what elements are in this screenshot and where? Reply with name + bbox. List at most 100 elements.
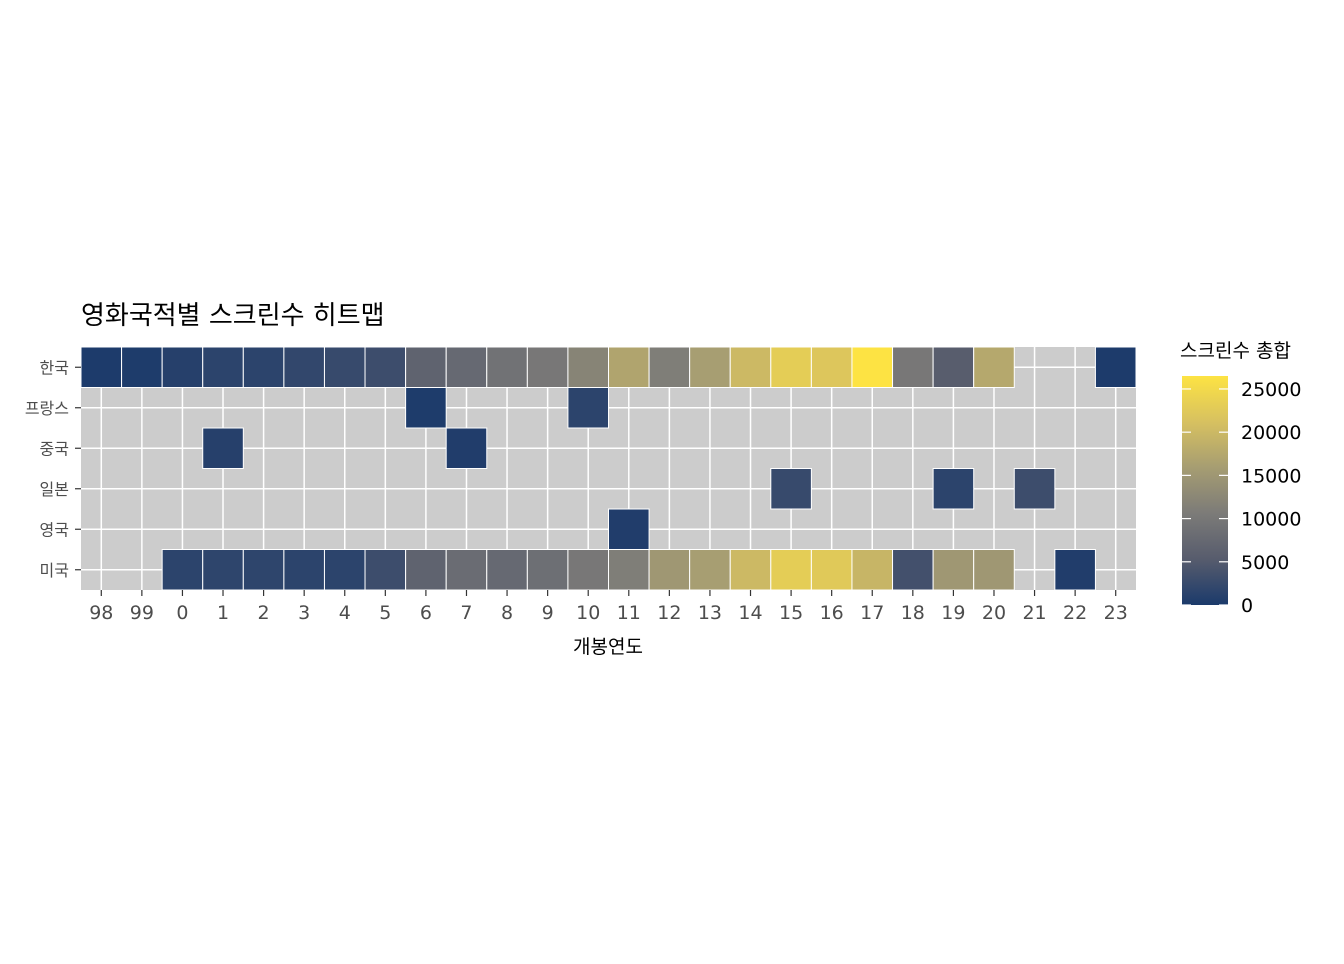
heatmap-cell [526, 346, 569, 388]
x-tick-label: 5 [379, 602, 391, 624]
heatmap-cell [242, 346, 285, 388]
heatmap-cell [526, 549, 569, 591]
heatmap-cell [932, 549, 975, 591]
y-tick-label: 미국 [40, 561, 69, 580]
x-axis-label: 개봉연도 [573, 636, 643, 658]
heatmap-cell [729, 549, 772, 591]
y-tick-label: 중국 [40, 439, 69, 458]
x-tick-label: 1 [217, 602, 229, 624]
heatmap-cell [810, 346, 853, 388]
heatmap-cell [323, 346, 366, 388]
heatmap-cell [892, 549, 934, 591]
y-tick-label: 한국 [40, 358, 69, 377]
heatmap-cell [851, 549, 894, 591]
x-tick-label: 15 [779, 602, 803, 624]
plot-panel [80, 346, 1137, 591]
heatmap-cell [932, 346, 975, 388]
x-axis: 98 99 0 1 2 3 4 5 6 7 8 9 10 11 12 13 14 15 16 17 18 19 20 21 22… [89, 590, 1128, 624]
x-tick-label: 7 [460, 602, 472, 624]
heatmap-cell [364, 549, 407, 591]
heatmap-cell [364, 346, 407, 388]
heatmap-cell [608, 549, 650, 591]
x-tick-label: 9 [542, 602, 554, 624]
heatmap-cell [445, 427, 488, 469]
heatmap-cell [323, 549, 366, 591]
heatmap-cell [202, 549, 244, 591]
x-tick-label: 4 [339, 602, 351, 624]
x-tick-label: 22 [1063, 602, 1087, 624]
x-tick-label: 98 [89, 602, 113, 624]
heatmap-cell [973, 346, 1015, 388]
heatmap-cell [932, 468, 975, 510]
x-tick-label: 0 [176, 602, 188, 624]
x-tick-label: 17 [860, 602, 884, 624]
legend-tick-label: 20000 [1241, 422, 1301, 444]
x-tick-label: 8 [501, 602, 513, 624]
heatmap-cell [770, 346, 812, 388]
heatmap-cell [161, 346, 204, 388]
heatmap-cell [242, 549, 285, 591]
x-tick-label: 12 [657, 602, 681, 624]
legend-tick-label: 5000 [1241, 552, 1289, 574]
x-tick-label: 3 [298, 602, 310, 624]
legend-tick-label: 10000 [1241, 509, 1301, 531]
heatmap-cell [892, 346, 934, 388]
heatmap-cell [405, 346, 447, 388]
y-tick-label: 영국 [40, 520, 69, 539]
heatmap-cell [445, 549, 488, 591]
heatmap-cell [608, 346, 650, 388]
heatmap-cell [405, 387, 447, 429]
heatmap-cell [729, 346, 772, 388]
heatmap-cell [445, 346, 488, 388]
x-tick-label: 14 [738, 602, 762, 624]
heatmap-cell [567, 549, 610, 591]
heatmap-cell [283, 549, 325, 591]
heatmap-cell [608, 508, 650, 550]
legend-tick-label: 0 [1241, 595, 1253, 617]
heatmap-cell [202, 346, 244, 388]
legend-title: 스크린수 총합 [1180, 340, 1291, 362]
x-tick-label: 6 [420, 602, 432, 624]
x-tick-label: 18 [901, 602, 925, 624]
heatmap-cell [1094, 346, 1137, 388]
x-tick-label: 16 [820, 602, 844, 624]
legend: 스크린수 총합 0 5000 10000 15000 20000 25000 [1180, 340, 1301, 617]
heatmap-cell [121, 346, 163, 388]
heatmap-cell [648, 346, 691, 388]
heatmap-cell [851, 346, 894, 388]
legend-ticks: 0 5000 10000 15000 20000 25000 [1182, 379, 1301, 617]
chart-title: 영화국적별 스크린수 히트맵 [81, 301, 385, 331]
x-tick-label: 99 [130, 602, 154, 624]
heatmap-cell [1013, 468, 1056, 510]
colorbar [1182, 376, 1228, 605]
heatmap-cell [689, 549, 731, 591]
x-tick-label: 11 [617, 602, 641, 624]
heatmap-cell [567, 387, 610, 429]
x-tick-label: 21 [1022, 602, 1046, 624]
x-tick-label: 20 [982, 602, 1006, 624]
legend-tick-label: 25000 [1241, 379, 1301, 401]
heatmap-cell [486, 346, 528, 388]
heatmap-cell [405, 549, 447, 591]
heatmap-cell [567, 346, 610, 388]
x-tick-label: 19 [941, 602, 965, 624]
x-tick-label: 13 [698, 602, 722, 624]
heatmap-cell [648, 549, 691, 591]
heatmap-cell [283, 346, 325, 388]
heatmap-cell [770, 549, 812, 591]
x-tick-label: 23 [1104, 602, 1128, 624]
heatmap-cell [973, 549, 1015, 591]
heatmap-cell [689, 346, 731, 388]
y-tick-label: 일본 [40, 480, 69, 499]
legend-tick-label: 15000 [1241, 465, 1301, 487]
x-tick-label: 10 [576, 602, 600, 624]
heatmap-cell [202, 427, 244, 469]
x-tick-label: 2 [258, 602, 270, 624]
heatmap-cell [486, 549, 528, 591]
heatmap-cell [80, 346, 123, 388]
heatmap-cell [161, 549, 204, 591]
heatmap-cell [810, 549, 853, 591]
